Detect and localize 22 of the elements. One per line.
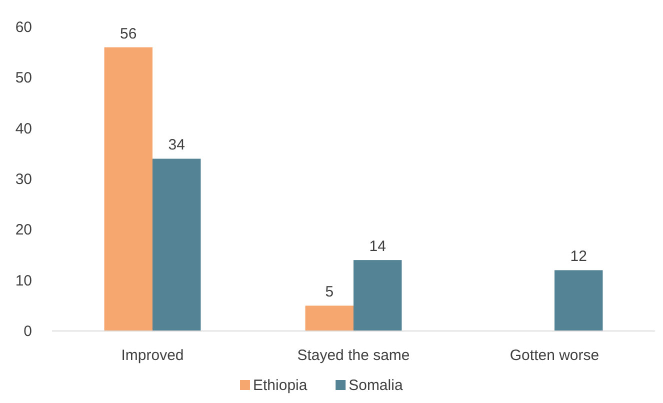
data-label: 5 — [325, 284, 334, 301]
legend-label: Ethiopia — [253, 377, 308, 394]
data-label: 56 — [120, 25, 137, 42]
y-tick-label: 30 — [15, 171, 32, 188]
data-label: 14 — [369, 238, 386, 256]
y-tick-label: 40 — [15, 120, 32, 138]
x-tick-label: Stayed the same — [297, 347, 410, 364]
bar — [152, 158, 201, 331]
bar — [554, 270, 603, 331]
data-label: 12 — [570, 248, 587, 266]
y-tick-label: 0 — [24, 323, 32, 340]
y-tick-label: 50 — [15, 70, 32, 87]
bar — [354, 260, 402, 331]
y-tick-label: 60 — [15, 19, 32, 36]
x-tick-label: Gotten worse — [510, 347, 600, 364]
x-tick-label: Improved — [121, 347, 184, 364]
y-tick-label: 10 — [15, 272, 32, 290]
bar — [104, 47, 152, 331]
data-label: 34 — [168, 136, 185, 154]
legend-label: Somalia — [348, 377, 404, 394]
bar — [305, 306, 354, 331]
y-tick-label: 20 — [15, 222, 32, 239]
